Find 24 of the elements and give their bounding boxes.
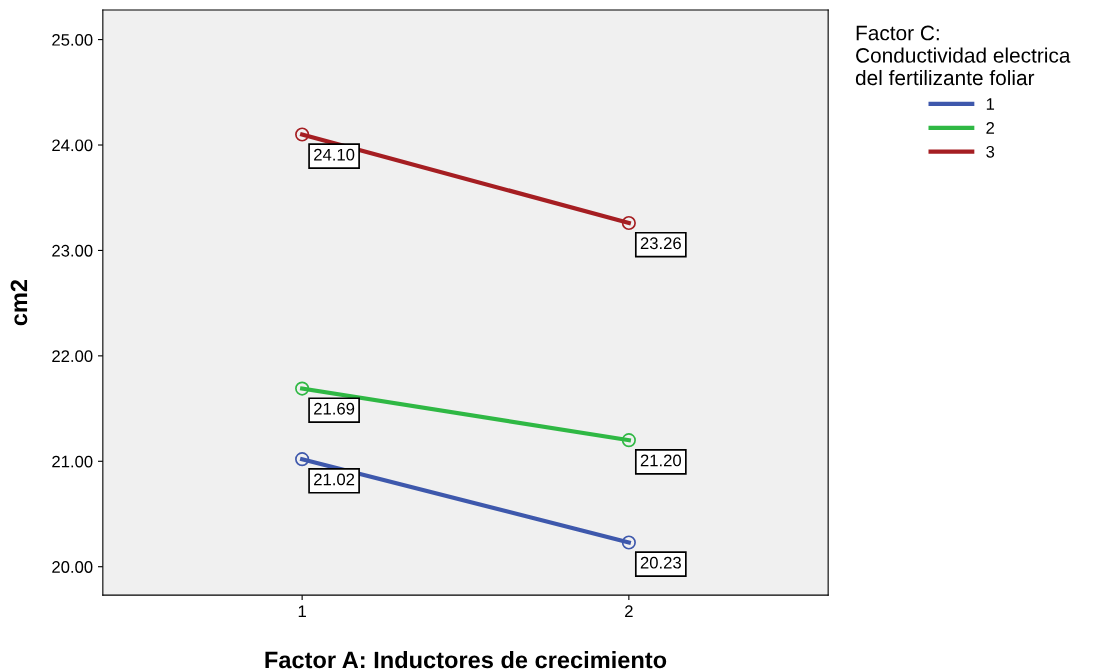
- point: [621, 433, 636, 448]
- point: [295, 381, 310, 396]
- data-label: 21.20: [640, 454, 682, 467]
- x-axis-title: Factor A: Inductores de crecimiento: [265, 650, 667, 669]
- point: [621, 215, 636, 231]
- data-label: 21.69: [314, 402, 355, 415]
- data-label: 21.02: [314, 473, 355, 486]
- legend-title: Factor C: Conductividad electrica del fertilizante foliar: [855, 25, 1071, 86]
- data-label: 20.23: [640, 556, 681, 569]
- y-tick-label: 24.00: [52, 139, 93, 152]
- y-tick-label: 21.00: [52, 455, 93, 468]
- point: [295, 127, 310, 142]
- legend-label: 1: [986, 98, 995, 110]
- data-label: 23.26: [640, 237, 681, 250]
- y-tick-label: 23.00: [52, 244, 93, 257]
- data-label: 24.10: [314, 148, 355, 161]
- legend-label: 3: [986, 145, 995, 158]
- y-tick-label: 25.00: [52, 33, 93, 46]
- y-tick-label: 20.00: [52, 561, 93, 573]
- legend-label: 2: [986, 122, 995, 134]
- y-axis-title: cm2: [10, 279, 28, 326]
- y-tick-label: 22.00: [52, 350, 93, 363]
- point: [295, 452, 310, 467]
- point: [621, 535, 636, 550]
